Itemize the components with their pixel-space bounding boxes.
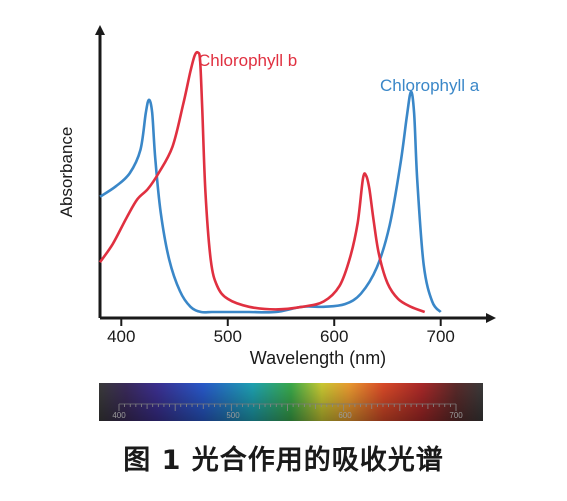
x-ticks <box>120 318 442 326</box>
spectrum-tick-label-600: 600 <box>338 411 352 420</box>
spectrum-ruler <box>118 403 457 411</box>
spectrum-tick-label-500: 500 <box>226 411 240 420</box>
x-tick-label-600: 600 <box>320 327 348 346</box>
series-lines <box>98 50 442 314</box>
series-line-chlorophyll-a <box>99 90 442 314</box>
series-line-chlorophyll-b <box>98 50 426 314</box>
spectrum-tick-label-700: 700 <box>449 411 463 420</box>
x-tick-labels: 400 500 600 700 <box>107 327 455 346</box>
figure-caption: 图 1 光合作用的吸收光谱 <box>123 445 444 476</box>
x-tick-label-700: 700 <box>427 327 455 346</box>
series-label-chlorophyll-b: Chlorophyll b <box>198 51 297 70</box>
y-axis-label: Absorbance <box>57 127 76 218</box>
x-axis-label: Wavelength (nm) <box>250 348 386 368</box>
spectrum-bar: 400 500 600 700 <box>99 383 483 421</box>
x-tick-label-500: 500 <box>214 327 242 346</box>
x-tick-label-400: 400 <box>107 327 135 346</box>
spectrum-tick-label-400: 400 <box>112 411 126 420</box>
series-label-chlorophyll-a: Chlorophyll a <box>380 76 480 95</box>
